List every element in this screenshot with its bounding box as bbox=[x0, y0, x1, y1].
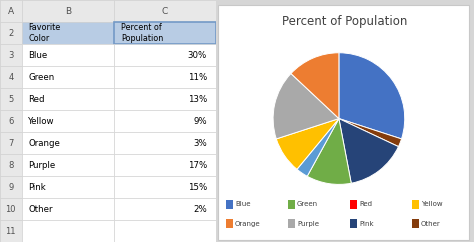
Text: Percent of
Population: Percent of Population bbox=[121, 23, 163, 43]
Bar bbox=[288, 219, 295, 228]
Bar bbox=[0, 132, 22, 154]
Bar bbox=[114, 198, 216, 220]
Bar bbox=[22, 88, 114, 110]
Text: 5: 5 bbox=[8, 94, 13, 104]
Wedge shape bbox=[291, 53, 339, 119]
Bar bbox=[22, 22, 114, 44]
Bar bbox=[22, 132, 114, 154]
Text: Favorite
Color: Favorite Color bbox=[28, 23, 60, 43]
Text: C: C bbox=[162, 7, 168, 15]
Text: 11%: 11% bbox=[188, 73, 207, 82]
Bar bbox=[288, 200, 295, 209]
Bar bbox=[0, 154, 22, 176]
Bar bbox=[114, 88, 216, 110]
Text: 11: 11 bbox=[6, 227, 16, 235]
Bar bbox=[0, 0, 22, 22]
Bar bbox=[412, 219, 419, 228]
Bar bbox=[22, 44, 114, 66]
Text: Other: Other bbox=[28, 204, 53, 213]
Bar bbox=[350, 200, 357, 209]
Text: 7: 7 bbox=[8, 138, 13, 148]
Bar bbox=[0, 44, 22, 66]
Bar bbox=[114, 66, 216, 88]
Bar bbox=[0, 110, 22, 132]
Wedge shape bbox=[307, 119, 351, 184]
Text: Green: Green bbox=[297, 202, 318, 207]
Text: Purple: Purple bbox=[297, 221, 319, 227]
Text: Orange: Orange bbox=[235, 221, 261, 227]
Bar bbox=[412, 200, 419, 209]
Text: Blue: Blue bbox=[28, 51, 47, 60]
Bar bbox=[0, 22, 22, 44]
Bar bbox=[0, 66, 22, 88]
Text: Green: Green bbox=[28, 73, 55, 82]
Text: Orange: Orange bbox=[28, 138, 60, 148]
Text: 2: 2 bbox=[8, 29, 13, 38]
Bar bbox=[114, 44, 216, 66]
Bar bbox=[114, 220, 216, 242]
Bar bbox=[0, 88, 22, 110]
Text: Purple: Purple bbox=[28, 160, 55, 169]
Bar bbox=[226, 200, 233, 209]
Bar bbox=[114, 22, 216, 44]
Bar bbox=[114, 0, 216, 22]
Text: B: B bbox=[65, 7, 71, 15]
Text: Yellow: Yellow bbox=[28, 116, 55, 126]
Text: Pink: Pink bbox=[28, 182, 46, 191]
Bar bbox=[22, 220, 114, 242]
Bar bbox=[22, 154, 114, 176]
Text: 3%: 3% bbox=[193, 138, 207, 148]
Text: 9: 9 bbox=[8, 182, 13, 191]
Bar bbox=[114, 176, 216, 198]
Bar bbox=[350, 219, 357, 228]
Bar bbox=[22, 198, 114, 220]
Text: 8: 8 bbox=[8, 160, 13, 169]
Text: 15%: 15% bbox=[188, 182, 207, 191]
Text: 9%: 9% bbox=[193, 116, 207, 126]
Wedge shape bbox=[276, 119, 339, 169]
Text: 13%: 13% bbox=[188, 94, 207, 104]
Text: 6: 6 bbox=[8, 116, 13, 126]
Bar bbox=[22, 176, 114, 198]
Text: Percent of Population: Percent of Population bbox=[282, 15, 408, 28]
Bar bbox=[22, 110, 114, 132]
Text: 30%: 30% bbox=[188, 51, 207, 60]
Bar bbox=[0, 220, 22, 242]
Bar bbox=[114, 154, 216, 176]
Text: A: A bbox=[8, 7, 14, 15]
Bar bbox=[0, 176, 22, 198]
Text: Yellow: Yellow bbox=[421, 202, 443, 207]
Text: Red: Red bbox=[359, 202, 372, 207]
Text: 3: 3 bbox=[8, 51, 13, 60]
Text: Pink: Pink bbox=[359, 221, 374, 227]
Text: 10: 10 bbox=[6, 204, 16, 213]
Bar bbox=[114, 22, 216, 44]
Bar bbox=[114, 110, 216, 132]
Text: 17%: 17% bbox=[188, 160, 207, 169]
Text: 4: 4 bbox=[8, 73, 13, 82]
Text: 2%: 2% bbox=[193, 204, 207, 213]
Text: Red: Red bbox=[28, 94, 45, 104]
Bar bbox=[0, 198, 22, 220]
Wedge shape bbox=[297, 119, 339, 176]
Bar bbox=[114, 132, 216, 154]
Wedge shape bbox=[339, 53, 405, 139]
Text: Other: Other bbox=[421, 221, 441, 227]
Wedge shape bbox=[273, 74, 339, 139]
Bar bbox=[22, 66, 114, 88]
Text: Blue: Blue bbox=[235, 202, 251, 207]
Bar bbox=[226, 219, 233, 228]
Wedge shape bbox=[339, 119, 399, 183]
Wedge shape bbox=[339, 119, 401, 147]
Bar bbox=[22, 0, 114, 22]
